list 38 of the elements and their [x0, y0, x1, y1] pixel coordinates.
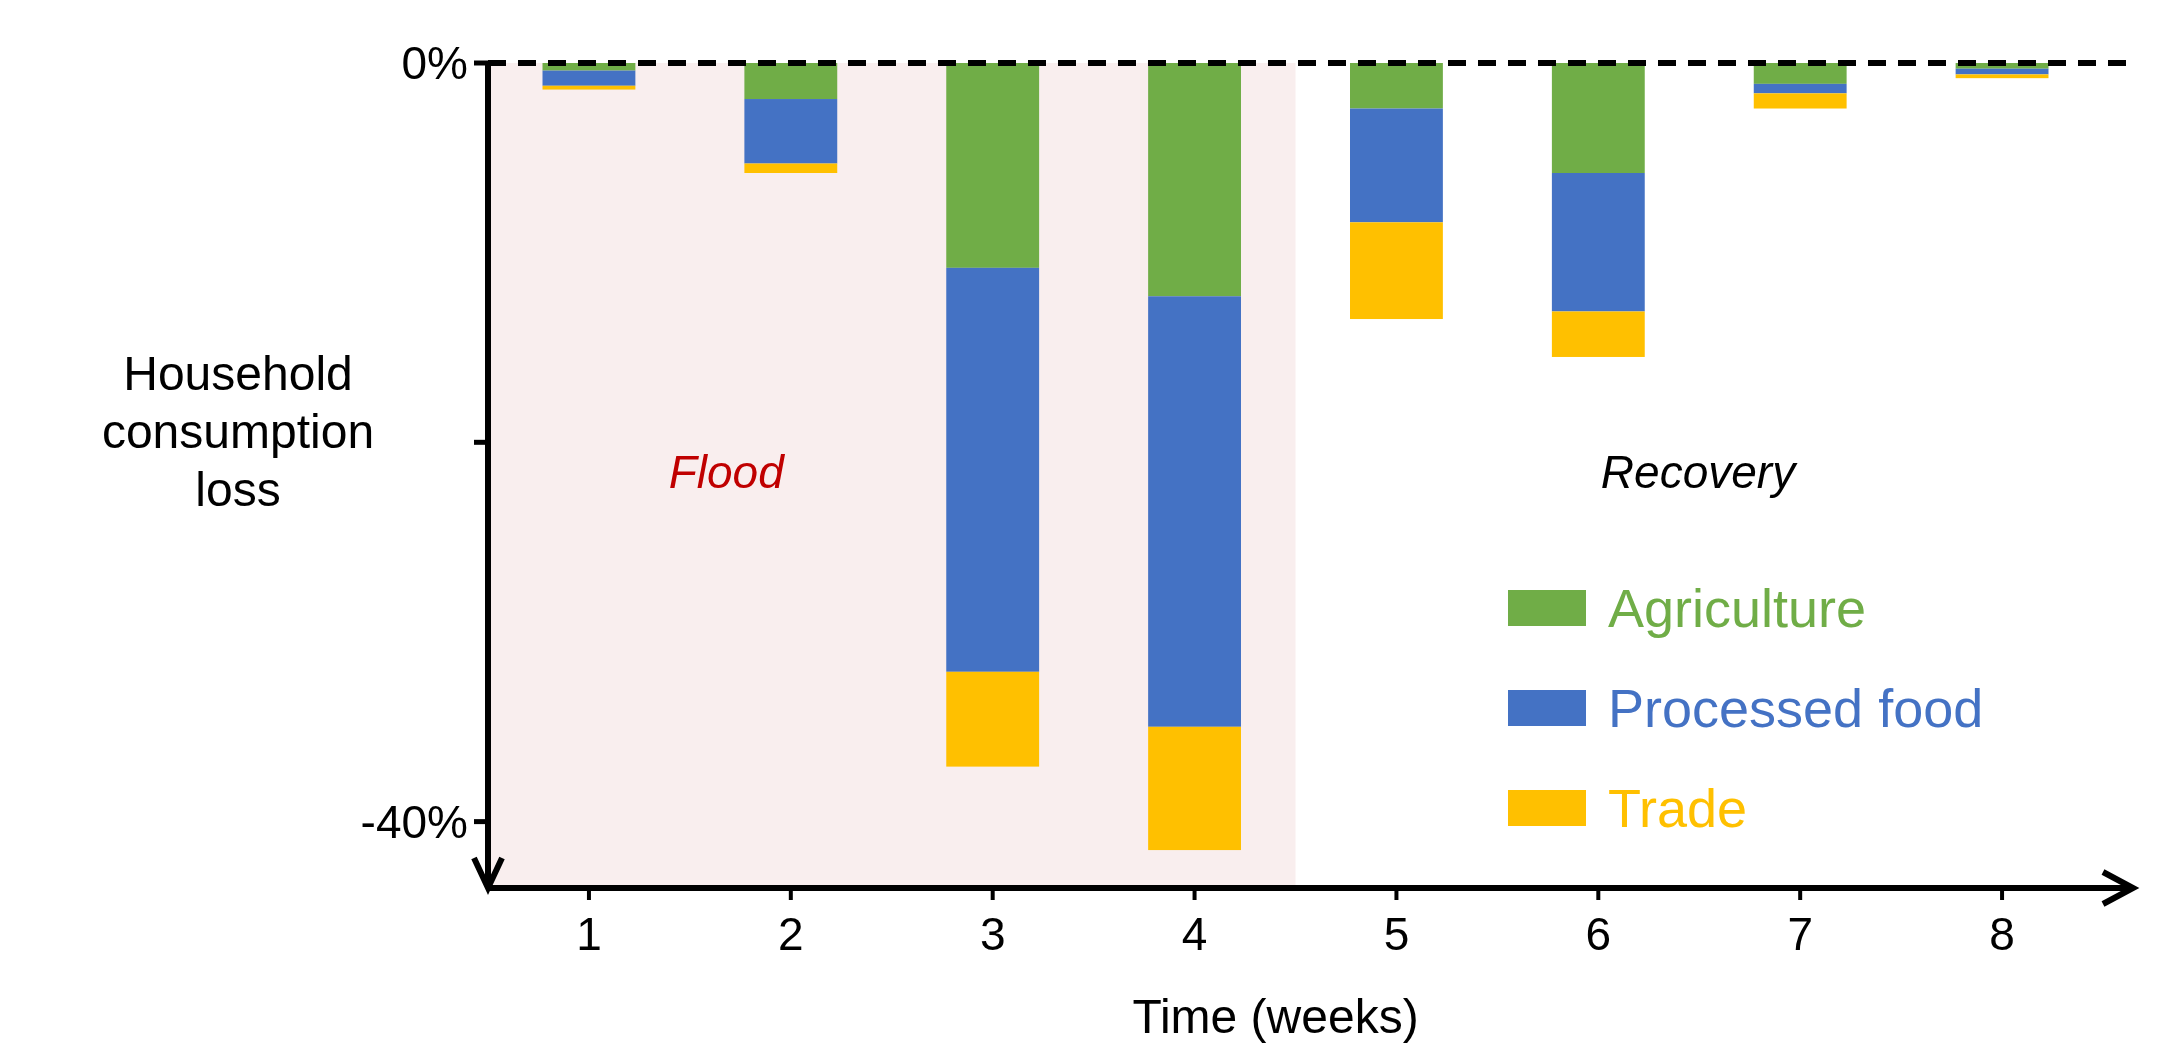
- x-tick-label: 7: [1787, 908, 1813, 960]
- x-tick-label: 8: [1989, 908, 2015, 960]
- bar: [1148, 726, 1241, 851]
- bar: [946, 63, 1040, 268]
- bar: [1551, 63, 1645, 173]
- bar: [542, 85, 636, 90]
- x-tick-label: 6: [1585, 908, 1612, 960]
- bar: [946, 267, 1040, 672]
- legend-label: Agriculture: [1608, 577, 1867, 638]
- annotation: Recovery: [1600, 446, 1799, 498]
- y-axis-title: Household consumption loss: [101, 347, 375, 516]
- x-axis-title: Time (weeks): [1132, 990, 1419, 1043]
- legend-label: Processed food: [1608, 677, 1984, 738]
- bar: [1753, 63, 1847, 84]
- x-tick-label: 1: [576, 908, 602, 960]
- x-tick-label: 5: [1383, 908, 1410, 960]
- bar: [1148, 63, 1241, 297]
- bar: [1753, 83, 1847, 94]
- legend-label: Trade: [1608, 777, 1748, 838]
- y-tick-label: -40%: [360, 795, 468, 848]
- bar: [744, 99, 838, 164]
- y-tick-label: 0%: [401, 37, 468, 90]
- bar: [744, 163, 838, 173]
- bar: [946, 671, 1040, 767]
- x-tick-label: 4: [1181, 908, 1208, 960]
- bar: [542, 70, 636, 86]
- x-tick-label: 2: [778, 908, 804, 960]
- bar: [1148, 296, 1241, 727]
- bar: [1350, 222, 1443, 320]
- bar: [1551, 311, 1645, 357]
- x-tick-label: 3: [979, 908, 1006, 960]
- bar: [1350, 108, 1443, 223]
- bar: [744, 63, 838, 100]
- bar: [1955, 74, 2049, 79]
- bar: [1753, 93, 1847, 109]
- bar: [1350, 63, 1443, 109]
- band-label: Flood: [668, 446, 786, 498]
- bar: [1551, 173, 1645, 312]
